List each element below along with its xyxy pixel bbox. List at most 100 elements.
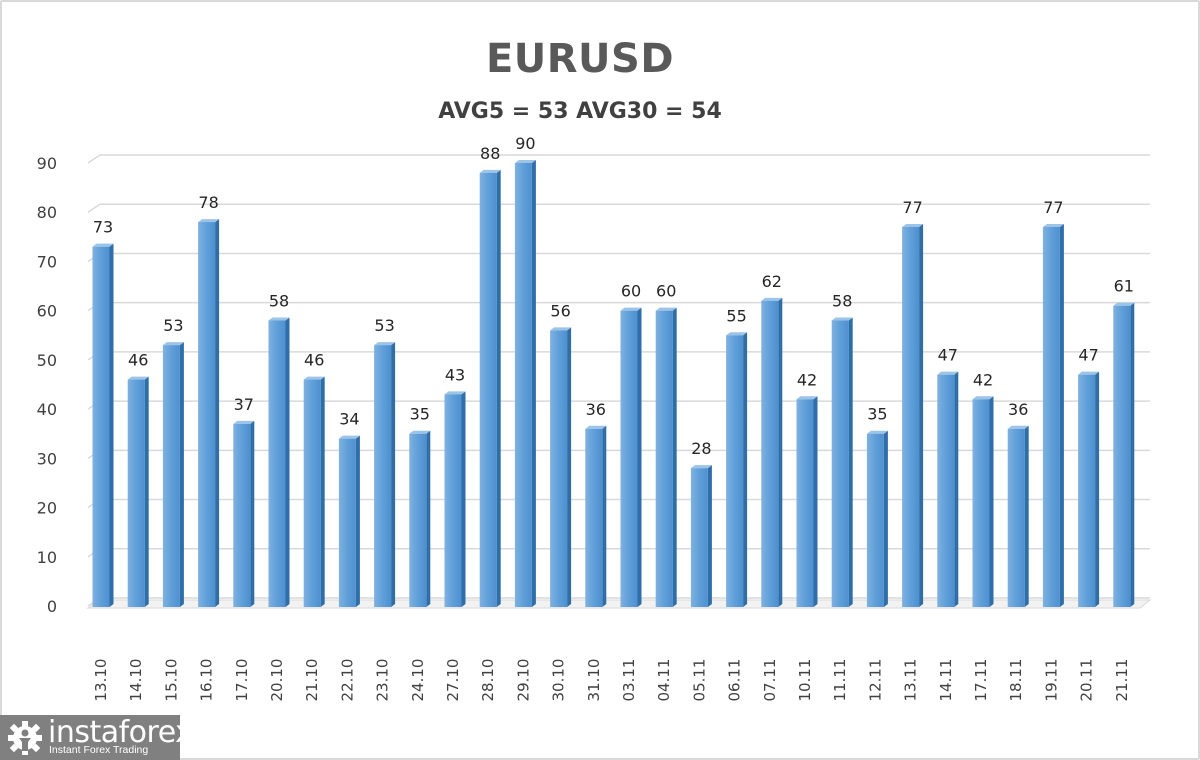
bar bbox=[127, 376, 149, 607]
bar bbox=[1007, 425, 1029, 607]
x-tick-label: 23.10 bbox=[374, 659, 392, 702]
x-tick-label: 14.10 bbox=[127, 659, 145, 702]
bar bbox=[1078, 371, 1100, 607]
data-label: 42 bbox=[797, 370, 817, 389]
data-label: 77 bbox=[902, 198, 922, 217]
bar bbox=[972, 396, 994, 607]
bar bbox=[726, 332, 748, 607]
data-label: 61 bbox=[1114, 277, 1134, 296]
bar bbox=[761, 297, 783, 607]
x-tick-label: 05.11 bbox=[690, 659, 708, 702]
x-tick-label: 14.11 bbox=[937, 659, 955, 702]
bar bbox=[233, 420, 255, 607]
chart-title: EURUSD bbox=[485, 36, 675, 82]
bar bbox=[92, 243, 114, 607]
y-tick-label: 50 bbox=[37, 351, 57, 370]
x-tick-label: 10.11 bbox=[796, 659, 814, 702]
x-tick-label: 21.11 bbox=[1113, 659, 1131, 702]
bar bbox=[268, 317, 290, 607]
data-label: 42 bbox=[973, 370, 993, 389]
instaforex-watermark: instaforex Instant Forex Trading bbox=[0, 715, 193, 760]
data-label: 47 bbox=[938, 346, 958, 365]
bar bbox=[338, 435, 360, 607]
data-label: 88 bbox=[480, 144, 500, 163]
x-tick-label: 03.11 bbox=[620, 659, 638, 702]
bar bbox=[303, 376, 325, 607]
data-label: 77 bbox=[1043, 198, 1063, 217]
data-label: 62 bbox=[762, 272, 782, 291]
bar bbox=[690, 465, 712, 607]
bar bbox=[866, 430, 888, 607]
bar bbox=[902, 223, 924, 607]
y-tick-label: 60 bbox=[37, 302, 57, 321]
y-tick-label: 80 bbox=[37, 203, 57, 222]
data-label: 56 bbox=[550, 301, 570, 320]
x-tick-label: 24.10 bbox=[409, 659, 427, 702]
x-axis: 13.10 14.10 15.10 16.10 17.10 20.10 21.10 22.10… bbox=[92, 659, 1131, 702]
data-label: 90 bbox=[515, 134, 535, 153]
bar bbox=[514, 160, 536, 607]
bar bbox=[831, 317, 853, 607]
x-tick-label: 19.11 bbox=[1042, 659, 1060, 702]
bar bbox=[620, 307, 642, 607]
bar bbox=[198, 219, 220, 608]
data-label: 60 bbox=[621, 282, 641, 301]
x-tick-label: 16.10 bbox=[198, 659, 216, 702]
bar bbox=[1113, 302, 1135, 607]
bar bbox=[937, 371, 959, 607]
data-label: 43 bbox=[445, 365, 465, 384]
brand-tagline: Instant Forex Trading bbox=[49, 744, 149, 756]
y-tick-label: 40 bbox=[37, 400, 57, 419]
x-tick-label: 11.11 bbox=[831, 659, 849, 702]
x-tick-label: 18.11 bbox=[1007, 659, 1025, 702]
y-tick-label: 90 bbox=[37, 154, 57, 173]
data-label: 46 bbox=[128, 351, 148, 370]
data-label: 35 bbox=[867, 405, 887, 424]
data-label: 60 bbox=[656, 282, 676, 301]
data-label: 35 bbox=[410, 405, 430, 424]
x-tick-label: 04.11 bbox=[655, 659, 673, 702]
x-tick-label: 12.11 bbox=[866, 659, 884, 702]
x-tick-label: 13.10 bbox=[92, 659, 110, 702]
x-tick-label: 07.11 bbox=[761, 659, 779, 702]
data-label: 78 bbox=[198, 193, 218, 212]
data-label: 53 bbox=[374, 316, 394, 335]
data-label: 58 bbox=[832, 292, 852, 311]
x-tick-label: 17.11 bbox=[972, 659, 990, 702]
x-tick-label: 30.10 bbox=[550, 659, 568, 702]
bar bbox=[585, 425, 607, 607]
bar bbox=[655, 307, 677, 607]
gear-person-icon bbox=[8, 721, 42, 755]
y-tick-label: 0 bbox=[47, 597, 57, 616]
data-label: 36 bbox=[1008, 400, 1028, 419]
data-label: 28 bbox=[691, 439, 711, 458]
x-tick-label: 13.11 bbox=[902, 659, 920, 702]
brand-name: instaforex bbox=[48, 715, 193, 750]
x-tick-label: 21.10 bbox=[303, 659, 321, 702]
y-tick-label: 10 bbox=[37, 548, 57, 567]
bar bbox=[444, 391, 466, 607]
y-tick-label: 20 bbox=[37, 499, 57, 518]
data-label: 55 bbox=[726, 306, 746, 325]
x-tick-label: 20.11 bbox=[1078, 659, 1096, 702]
data-label: 73 bbox=[93, 218, 113, 237]
data-label: 34 bbox=[339, 410, 359, 429]
x-tick-label: 28.10 bbox=[479, 659, 497, 702]
data-label: 53 bbox=[163, 316, 183, 335]
y-tick-label: 30 bbox=[37, 449, 57, 468]
chart-subtitle: AVG5 = 53 AVG30 = 54 bbox=[438, 99, 722, 124]
x-tick-label: 22.10 bbox=[338, 659, 356, 702]
bar bbox=[162, 342, 184, 607]
y-tick-label: 70 bbox=[37, 252, 57, 271]
bar bbox=[550, 327, 572, 607]
bar bbox=[374, 342, 396, 607]
x-tick-label: 20.10 bbox=[268, 659, 286, 702]
y-axis: 0 10 20 30 40 50 60 70 80 90 bbox=[37, 154, 57, 616]
bar bbox=[1042, 223, 1064, 607]
x-tick-label: 15.10 bbox=[162, 659, 180, 702]
x-tick-label: 27.10 bbox=[444, 659, 462, 702]
x-tick-label: 17.10 bbox=[233, 659, 251, 702]
data-label: 37 bbox=[234, 395, 254, 414]
x-tick-label: 06.11 bbox=[726, 659, 744, 702]
